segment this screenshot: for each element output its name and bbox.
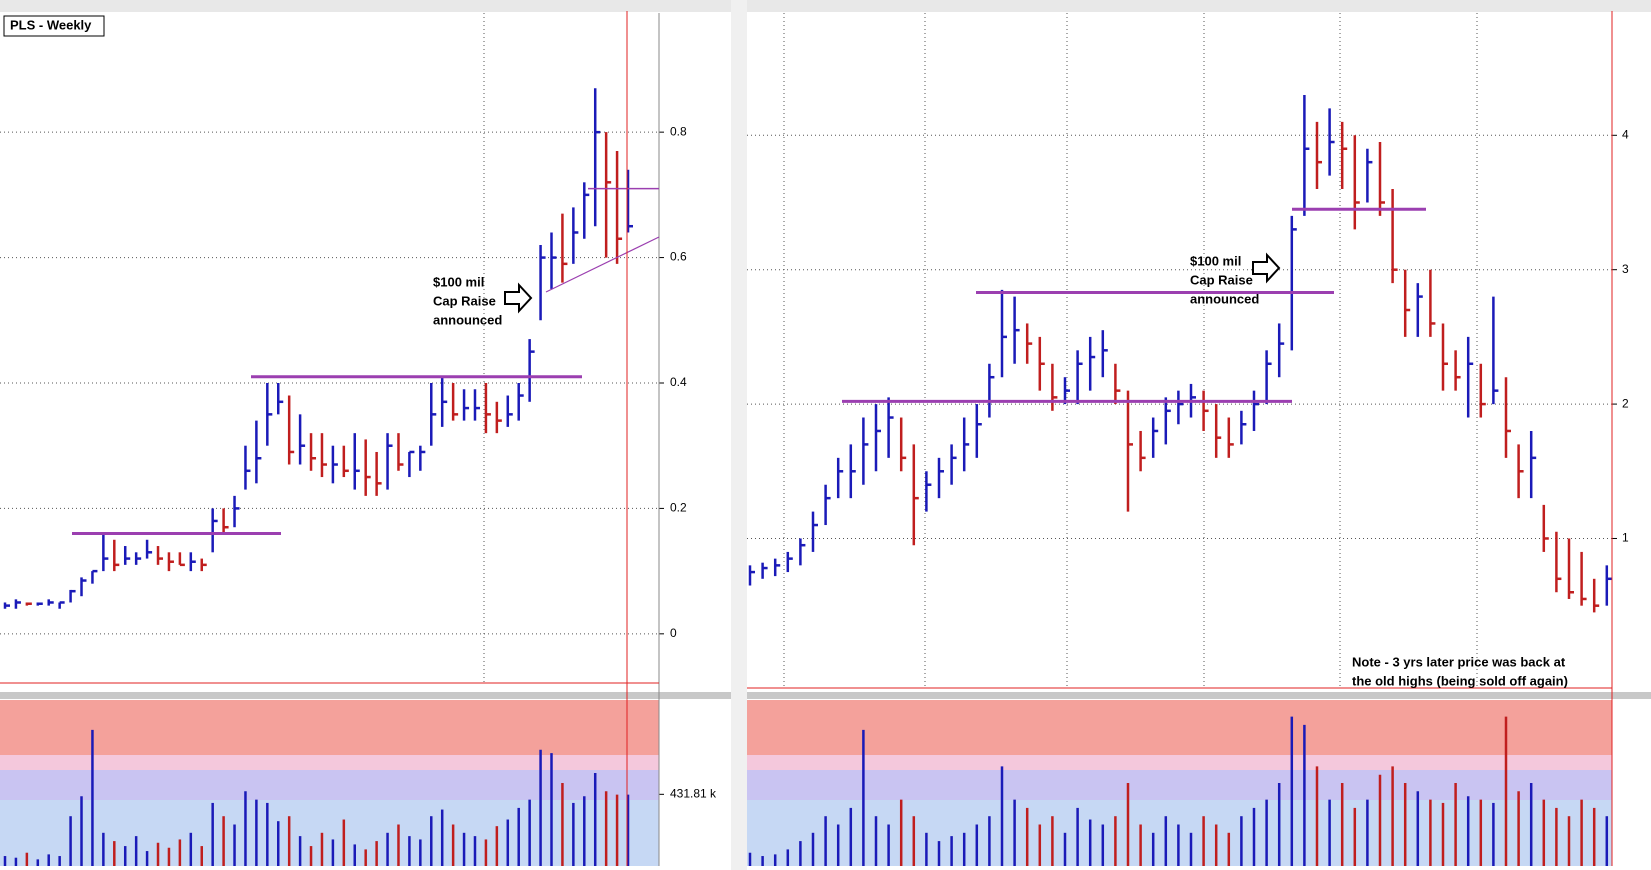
annotation: announced: [433, 312, 502, 327]
pane-separator: [0, 692, 731, 699]
volume-band: [0, 800, 659, 866]
pane-separator: [747, 692, 1651, 699]
trend-line: [545, 236, 660, 293]
y-tick-label: 0.8: [670, 124, 687, 138]
annotation: announced: [1190, 291, 1259, 306]
note: Note - 3 yrs later price was back at: [1352, 654, 1566, 669]
annotation: Cap Raise: [1190, 272, 1253, 287]
y-tick-label: 4: [1622, 127, 1629, 141]
arrow: [1252, 252, 1281, 284]
y-tick-label: 0.2: [670, 501, 687, 515]
annotation: Cap Raise: [433, 293, 496, 308]
volume-tick-label: 431.81 k: [670, 786, 717, 800]
top-bar: [0, 0, 1651, 12]
note: the old highs (being sold off again): [1352, 673, 1568, 688]
y-tick-label: 2: [1622, 396, 1629, 410]
y-tick-label: 0.6: [670, 250, 687, 264]
chart-title: PLS - Weekly: [10, 17, 92, 32]
y-tick-label: 3: [1622, 262, 1629, 276]
annotation: $100 mil: [1190, 253, 1241, 268]
y-tick-label: 1: [1622, 531, 1629, 545]
divider: [731, 0, 747, 870]
arrow: [504, 282, 533, 314]
y-tick-label: 0: [670, 626, 677, 640]
y-tick-label: 0.4: [670, 375, 687, 389]
title-box: [3, 15, 105, 37]
annotation: $100 mil: [433, 274, 484, 289]
